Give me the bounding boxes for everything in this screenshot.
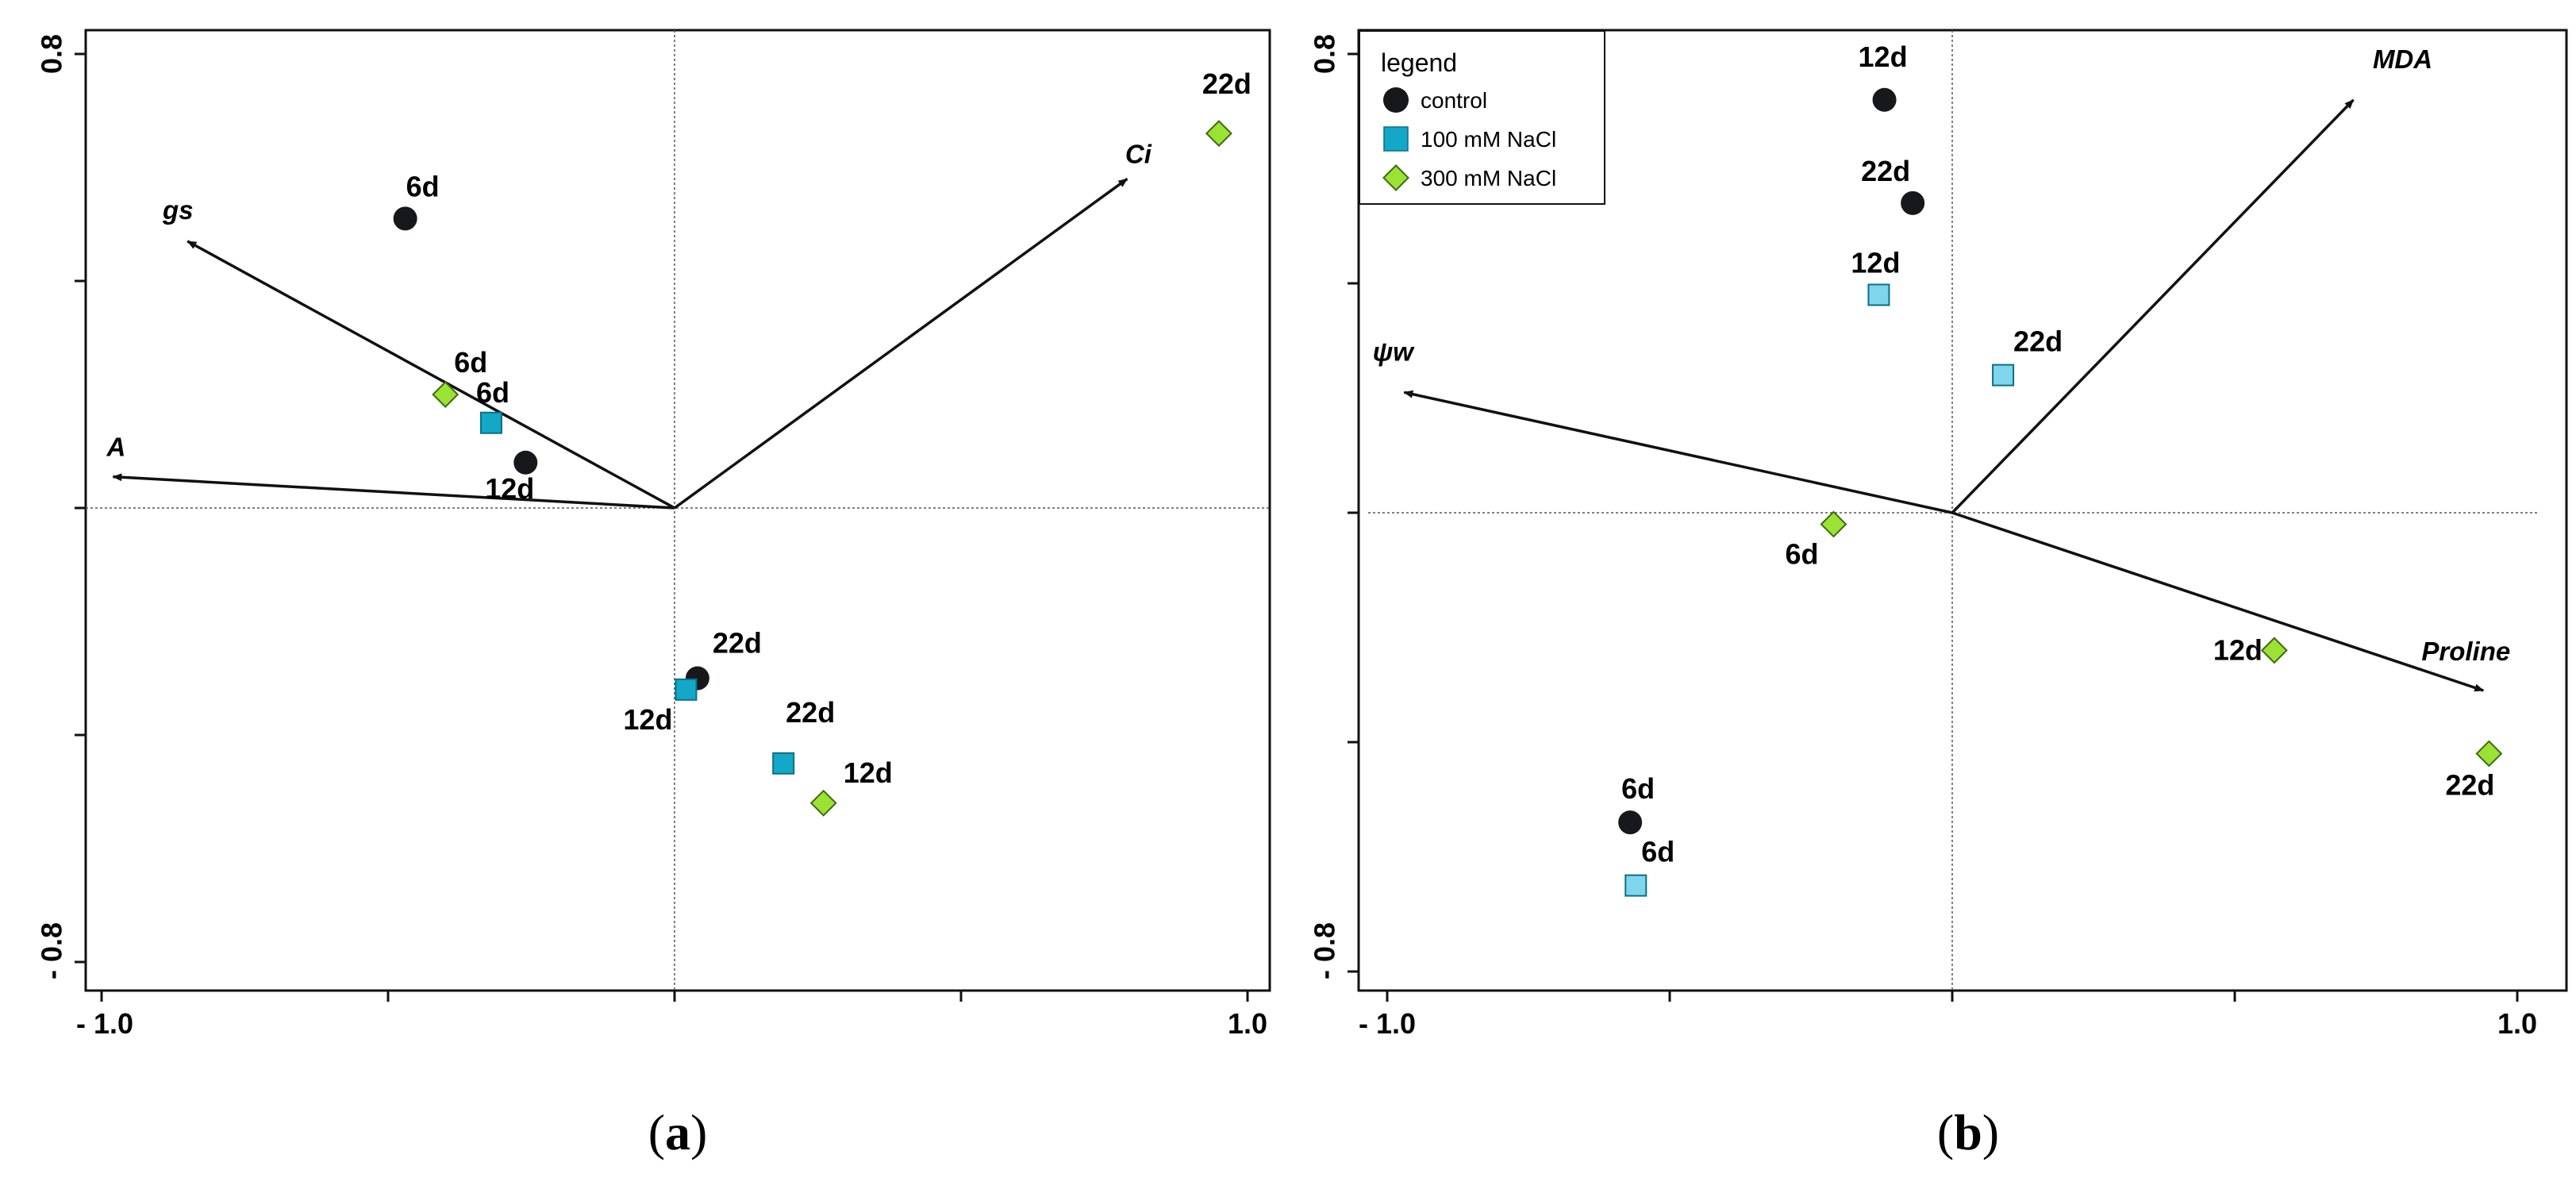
point-300mm	[809, 789, 837, 817]
point-label: 6d	[454, 346, 487, 379]
vector-label: MDA	[2373, 44, 2432, 74]
x-tick-label-right: 1.0	[1228, 1007, 1267, 1040]
legend-marker-control	[1383, 87, 1409, 113]
panel-b: ψw MDA Proline 12d 22d 6d 12d 22d 6d 6d 12d 22d 0.8…	[1309, 29, 2568, 1160]
point-label: 22d	[786, 696, 835, 729]
point-300mm	[2475, 740, 2503, 768]
vector-label: Ci	[1125, 139, 1152, 168]
point-100mm	[675, 678, 698, 701]
legend-title: legend	[1381, 48, 1457, 77]
plot-marks: ψw MDA Proline 12d 22d 6d 12d 22d 6d 6d 12d 22d	[1348, 30, 2539, 1002]
vector-label: Proline	[2421, 637, 2510, 666]
point-label: 22d	[1861, 155, 1910, 187]
y-tick-label-bottom: - 0.8	[36, 922, 68, 979]
loading-vector	[1951, 98, 2355, 514]
plot-frame	[84, 29, 1271, 992]
point-300mm	[432, 381, 459, 408]
legend-marker-100mm	[1383, 126, 1409, 152]
point-label: 22d	[2445, 768, 2494, 801]
x-tick-label-left: - 1.0	[1359, 1007, 1416, 1040]
point-label: 6d	[1621, 772, 1655, 805]
legend: legend control 100 mM NaCl 300 mM NaCl	[1359, 30, 1605, 205]
legend-label-300mm: 300 mM NaCl	[1421, 166, 1556, 190]
point-control	[393, 206, 417, 231]
point-100mm	[772, 752, 795, 775]
point-label: 6d	[406, 170, 440, 202]
plot-marks: gs A Ci 6d 12d 22d 6d 12d 22d 6d 12d 22d	[75, 30, 1270, 1002]
legend-label-100mm: 100 mM NaCl	[1421, 127, 1556, 152]
point-300mm	[1205, 120, 1232, 148]
legend-marker-300mm	[1382, 164, 1409, 191]
point-label: 12d	[844, 756, 893, 789]
point-label: 12d	[623, 703, 672, 736]
point-label: 22d	[2013, 325, 2063, 358]
point-label: 12d	[2213, 633, 2263, 666]
y-tick-label-top: 0.8	[36, 34, 68, 74]
point-100mm	[1992, 364, 2015, 387]
point-100mm	[479, 411, 502, 434]
point-label: 12d	[1851, 246, 1900, 279]
point-label: 12d	[485, 472, 534, 505]
point-label: 12d	[1859, 40, 1908, 73]
point-300mm	[1820, 510, 1847, 538]
point-control	[513, 450, 538, 475]
panel-caption: (b)	[1937, 1104, 1999, 1160]
legend-label-control: control	[1421, 88, 1487, 113]
x-tick-label-right: 1.0	[2497, 1007, 2537, 1040]
point-label: 6d	[476, 376, 509, 409]
point-control	[1901, 190, 1925, 215]
point-label: 6d	[1641, 836, 1674, 868]
loading-vector	[1403, 390, 1953, 514]
vector-label: ψw	[1373, 337, 1416, 366]
point-100mm	[1867, 283, 1890, 306]
plot-frame	[1357, 29, 2568, 992]
vector-label: A	[106, 433, 126, 462]
point-label: 6d	[1785, 537, 1818, 570]
loading-vector	[112, 473, 675, 510]
x-tick-label-left: - 1.0	[76, 1007, 133, 1040]
y-tick-label-top: 0.8	[1309, 34, 1341, 74]
loading-vector	[1951, 511, 2485, 692]
y-tick-label-bottom: - 0.8	[1309, 922, 1341, 979]
loading-vector	[186, 240, 675, 510]
loading-vector	[673, 177, 1128, 510]
point-label: 22d	[713, 627, 762, 660]
point-300mm	[2260, 637, 2288, 664]
panel-caption: (a)	[648, 1104, 708, 1160]
vector-label: gs	[162, 195, 194, 225]
point-control	[1872, 87, 1897, 112]
point-control	[1618, 810, 1643, 835]
point-100mm	[1624, 874, 1647, 897]
point-label: 22d	[1202, 67, 1251, 100]
